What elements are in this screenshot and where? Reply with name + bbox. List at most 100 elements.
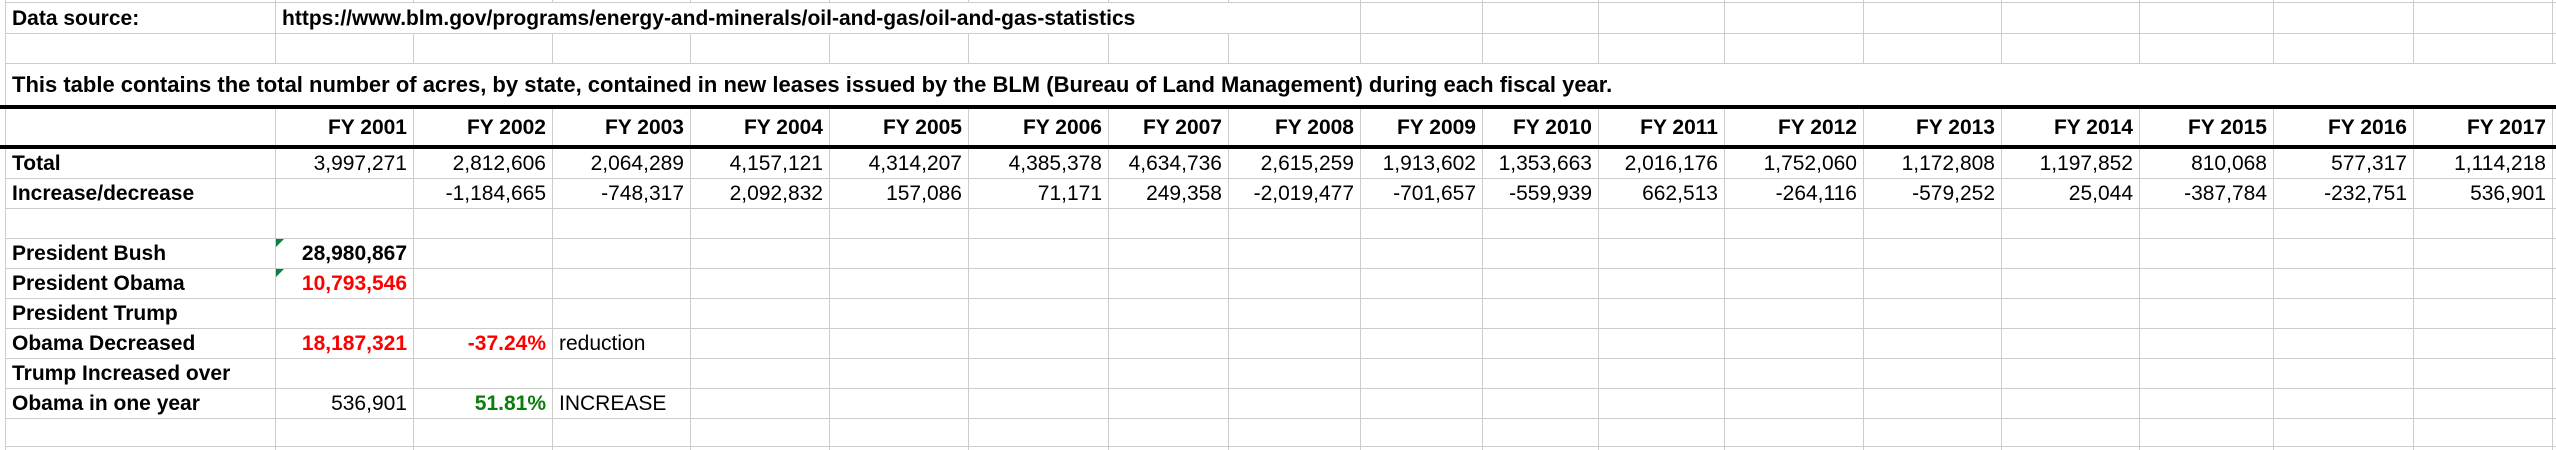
summary-value-cell[interactable] — [276, 359, 414, 388]
empty-cell[interactable] — [1725, 209, 1864, 238]
year-header-cell[interactable]: FY 2015 — [2140, 109, 2274, 149]
summary-value-cell[interactable]: 10,793,546 — [276, 269, 414, 298]
gridline-stub[interactable] — [1109, 0, 1229, 2]
empty-cell[interactable] — [1109, 389, 1229, 418]
empty-cell[interactable] — [2002, 329, 2140, 358]
empty-cell[interactable] — [1229, 419, 1361, 446]
year-header-cell[interactable]: FY 2002 — [414, 109, 553, 149]
empty-cell[interactable] — [1725, 3, 1864, 33]
year-header-cell[interactable]: FY 2009 — [1361, 109, 1483, 149]
gridline-stub[interactable] — [1483, 447, 1599, 450]
gridline-stub[interactable] — [2140, 447, 2274, 450]
empty-cell[interactable] — [276, 209, 414, 238]
empty-cell[interactable] — [1229, 239, 1361, 268]
empty-cell[interactable] — [1361, 329, 1483, 358]
empty-cell[interactable] — [1725, 269, 1864, 298]
empty-cell[interactable] — [1599, 209, 1725, 238]
gridline-stub[interactable] — [830, 0, 969, 2]
empty-cell[interactable] — [830, 329, 969, 358]
empty-cell[interactable] — [6, 34, 276, 63]
empty-cell[interactable] — [1483, 359, 1599, 388]
empty-cell[interactable] — [2414, 269, 2553, 298]
empty-cell[interactable] — [1229, 359, 1361, 388]
gridline-stub[interactable] — [1361, 447, 1483, 450]
empty-cell[interactable] — [1361, 269, 1483, 298]
summary-note-cell[interactable] — [553, 359, 691, 388]
empty-cell[interactable] — [2414, 209, 2553, 238]
value-cell[interactable]: -387,784 — [2140, 179, 2274, 208]
value-cell[interactable]: -1,184,665 — [414, 179, 553, 208]
empty-cell[interactable] — [1483, 329, 1599, 358]
gridline-stub[interactable] — [553, 0, 691, 2]
empty-cell[interactable] — [691, 389, 830, 418]
value-cell[interactable]: -264,116 — [1725, 179, 1864, 208]
empty-cell[interactable] — [691, 209, 830, 238]
empty-cell[interactable] — [2274, 269, 2414, 298]
year-header-cell[interactable]: FY 2010 — [1483, 109, 1599, 149]
empty-cell[interactable] — [830, 359, 969, 388]
value-cell[interactable]: 1,752,060 — [1725, 149, 1864, 178]
gridline-stub[interactable] — [969, 447, 1109, 450]
gridline-stub[interactable] — [1864, 447, 2002, 450]
value-cell[interactable]: 662,513 — [1599, 179, 1725, 208]
summary-label-cell[interactable]: President Bush — [6, 239, 276, 268]
value-cell[interactable]: -748,317 — [553, 179, 691, 208]
empty-cell[interactable] — [2414, 359, 2553, 388]
empty-cell[interactable] — [1483, 419, 1599, 446]
gridline-stub[interactable] — [1109, 447, 1229, 450]
empty-cell[interactable] — [2002, 359, 2140, 388]
summary-percent-cell[interactable] — [414, 269, 553, 298]
empty-cell[interactable] — [1599, 3, 1725, 33]
empty-cell[interactable] — [2140, 359, 2274, 388]
gridline-stub[interactable] — [6, 0, 276, 2]
empty-cell[interactable] — [691, 239, 830, 268]
value-cell[interactable]: 4,314,207 — [830, 149, 969, 178]
empty-cell[interactable] — [1599, 359, 1725, 388]
empty-cell[interactable] — [2002, 269, 2140, 298]
gridline-stub[interactable] — [553, 447, 691, 450]
empty-cell[interactable] — [2414, 299, 2553, 328]
summary-value-cell[interactable] — [276, 299, 414, 328]
empty-cell[interactable] — [2414, 239, 2553, 268]
empty-cell[interactable] — [1361, 3, 1483, 33]
empty-cell[interactable] — [1361, 359, 1483, 388]
summary-percent-cell[interactable] — [414, 239, 553, 268]
empty-cell[interactable] — [2414, 329, 2553, 358]
empty-cell[interactable] — [1483, 34, 1599, 63]
empty-cell[interactable] — [969, 389, 1109, 418]
gridline-stub[interactable] — [969, 0, 1109, 2]
empty-cell[interactable] — [830, 239, 969, 268]
gridline-stub[interactable] — [2414, 0, 2553, 2]
empty-cell[interactable] — [2274, 359, 2414, 388]
value-cell[interactable]: 3,997,271 — [276, 149, 414, 178]
gridline-stub[interactable] — [1483, 0, 1599, 2]
empty-cell[interactable] — [414, 209, 553, 238]
year-header-cell[interactable]: FY 2004 — [691, 109, 830, 149]
empty-cell[interactable] — [830, 299, 969, 328]
empty-cell[interactable] — [1109, 239, 1229, 268]
empty-cell[interactable] — [1864, 34, 2002, 63]
empty-cell[interactable] — [1864, 329, 2002, 358]
empty-cell[interactable] — [691, 419, 830, 446]
empty-cell[interactable] — [276, 419, 414, 446]
empty-cell[interactable] — [1599, 239, 1725, 268]
gridline-stub[interactable] — [414, 447, 553, 450]
value-cell[interactable]: 1,353,663 — [1483, 149, 1599, 178]
gridline-stub[interactable] — [2414, 447, 2553, 450]
empty-cell[interactable] — [1864, 209, 2002, 238]
value-cell[interactable]: 810,068 — [2140, 149, 2274, 178]
empty-cell[interactable] — [2274, 389, 2414, 418]
value-cell[interactable]: -579,252 — [1864, 179, 2002, 208]
gridline-stub[interactable] — [2140, 0, 2274, 2]
value-cell[interactable]: 25,044 — [2002, 179, 2140, 208]
empty-cell[interactable] — [1109, 359, 1229, 388]
empty-cell[interactable] — [2140, 299, 2274, 328]
empty-cell[interactable] — [276, 34, 414, 63]
value-cell[interactable]: 4,157,121 — [691, 149, 830, 178]
year-header-spacer-cell[interactable] — [6, 109, 276, 149]
year-header-cell[interactable]: FY 2014 — [2002, 109, 2140, 149]
empty-cell[interactable] — [1229, 209, 1361, 238]
empty-cell[interactable] — [969, 419, 1109, 446]
summary-note-cell[interactable]: reduction — [553, 329, 691, 358]
empty-cell[interactable] — [1483, 299, 1599, 328]
